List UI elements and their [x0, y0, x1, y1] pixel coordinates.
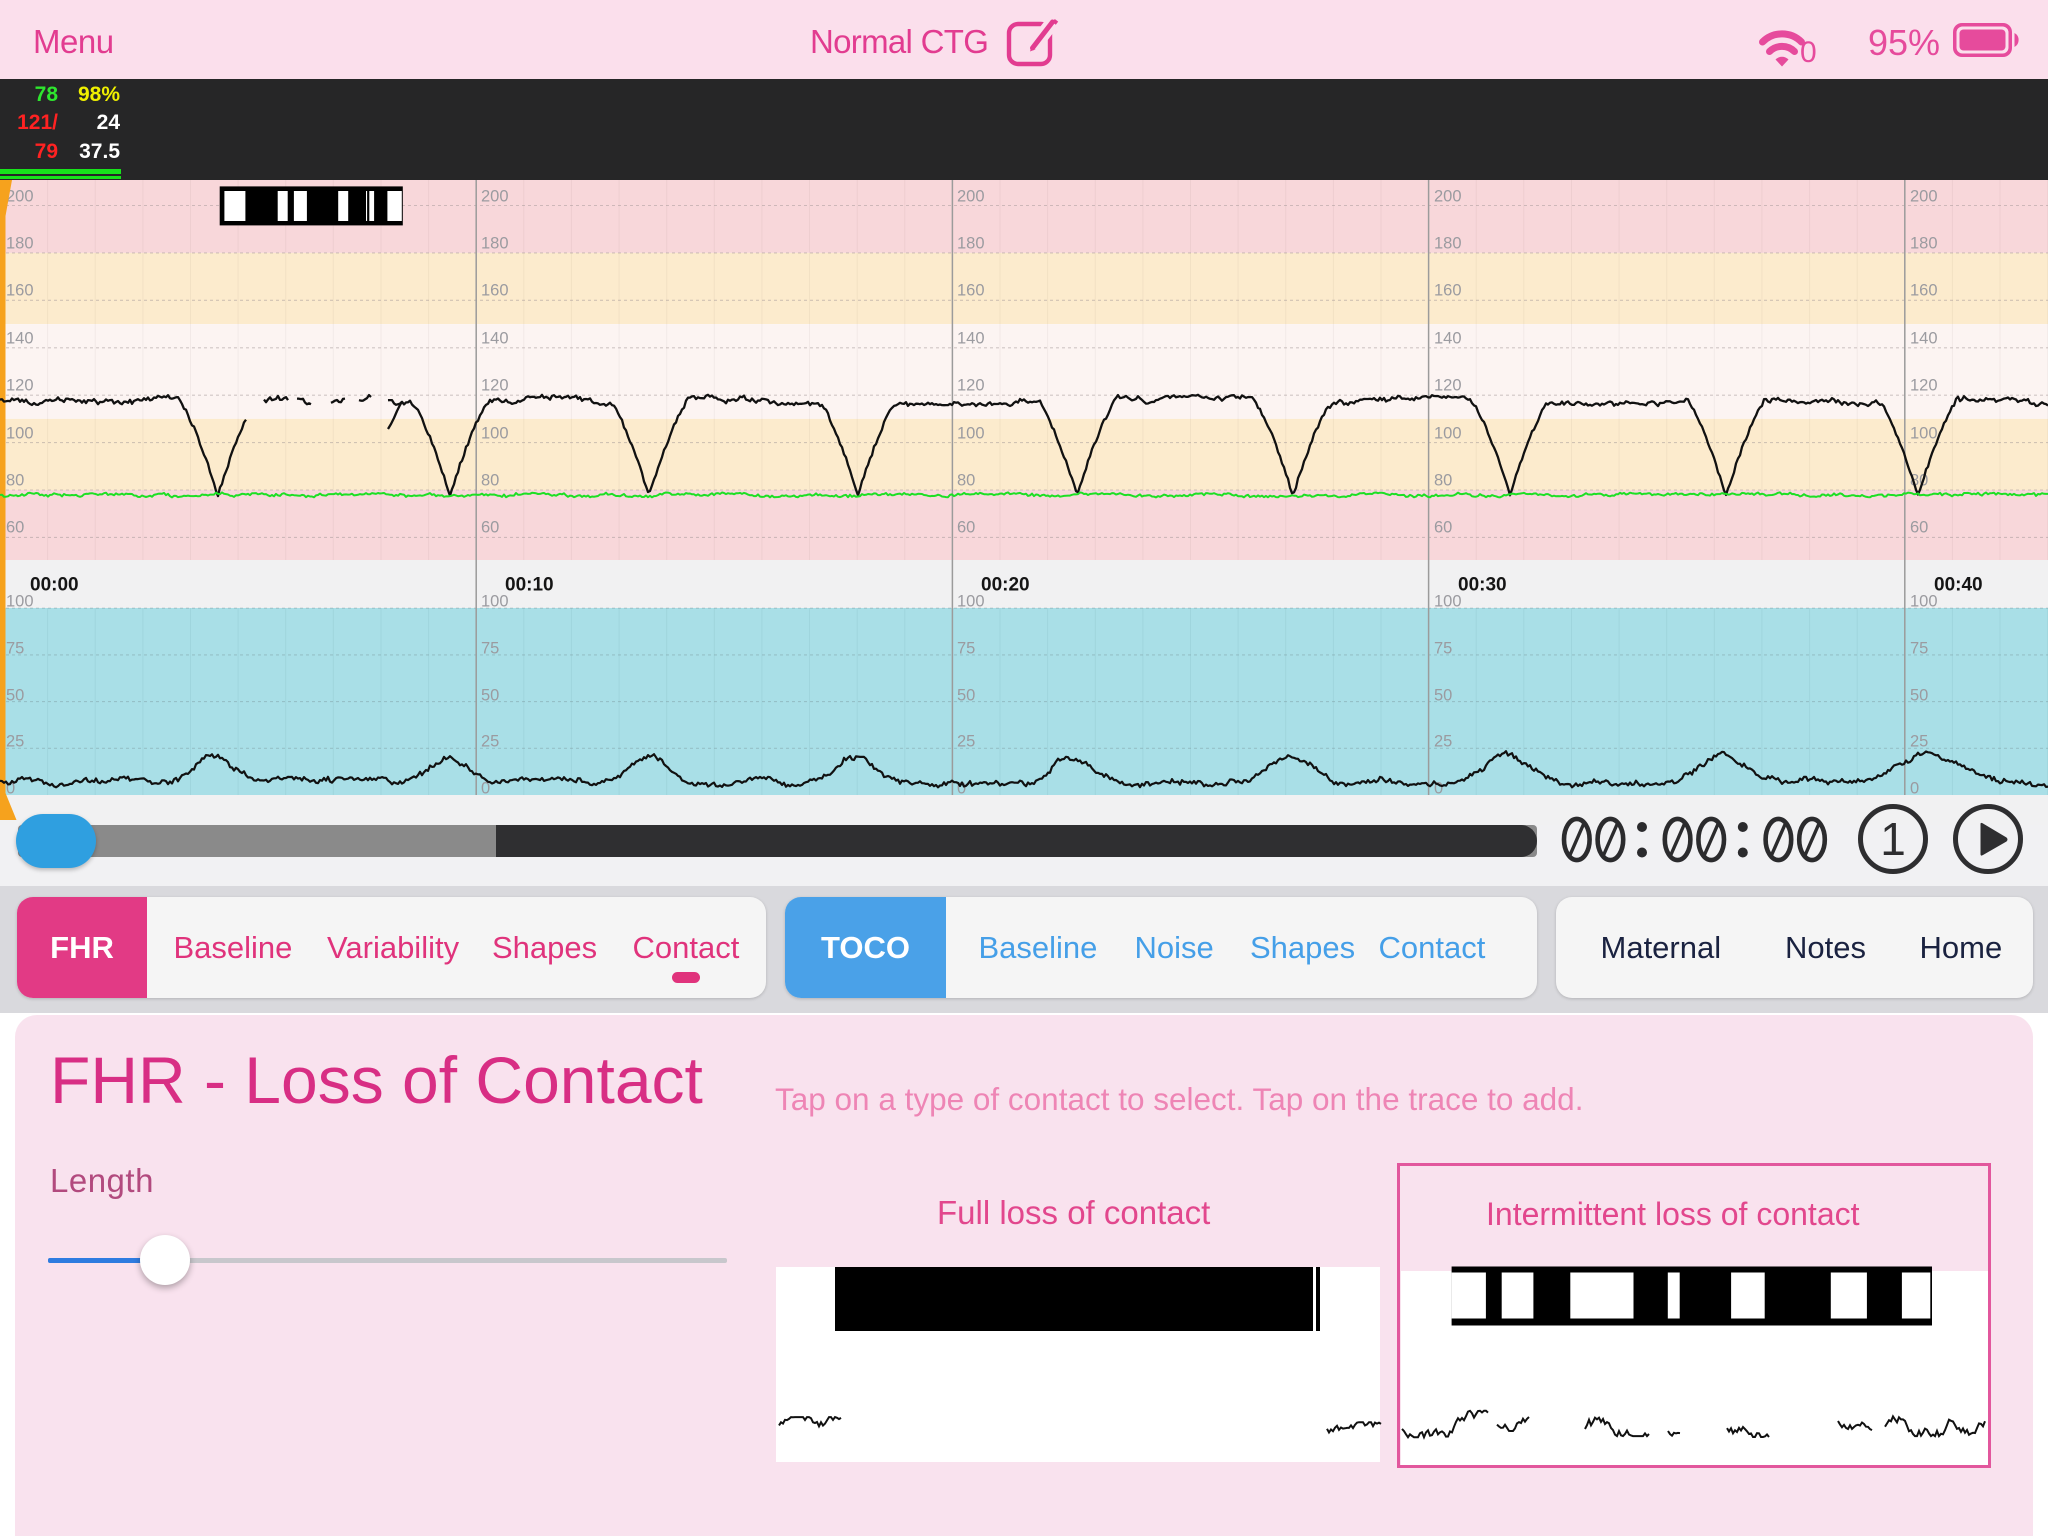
svg-text:120: 120 [957, 376, 985, 394]
svg-text:80: 80 [957, 471, 975, 489]
svg-text:160: 160 [957, 281, 985, 299]
svg-text:100: 100 [1910, 592, 1938, 610]
svg-text:25: 25 [957, 732, 975, 750]
svg-text:50: 50 [1434, 686, 1452, 704]
svg-text:00:40: 00:40 [1934, 575, 1983, 596]
svg-text:140: 140 [1910, 329, 1938, 347]
svg-text:60: 60 [481, 518, 499, 536]
svg-text:25: 25 [6, 732, 24, 750]
svg-text:120: 120 [6, 376, 34, 394]
svg-text:180: 180 [481, 234, 509, 252]
svg-text:00:20: 00:20 [981, 575, 1030, 596]
svg-text:0: 0 [1910, 779, 1919, 797]
svg-text:200: 200 [1910, 187, 1938, 205]
svg-text:100: 100 [1910, 424, 1938, 442]
svg-text:0: 0 [481, 779, 490, 797]
svg-text:00:30: 00:30 [1458, 575, 1507, 596]
svg-text:25: 25 [1434, 732, 1452, 750]
svg-text:80: 80 [1434, 471, 1452, 489]
svg-text:160: 160 [1910, 281, 1938, 299]
svg-text:160: 160 [6, 281, 34, 299]
svg-text:1: 1 [1880, 813, 1906, 865]
svg-text:60: 60 [1910, 518, 1928, 536]
svg-text:80: 80 [481, 471, 499, 489]
svg-text:200: 200 [1434, 187, 1462, 205]
svg-text:160: 160 [1434, 281, 1462, 299]
svg-text:100: 100 [481, 592, 509, 610]
svg-text:140: 140 [6, 329, 34, 347]
svg-text:140: 140 [1434, 329, 1462, 347]
svg-text:200: 200 [957, 187, 985, 205]
svg-text:0: 0 [957, 779, 966, 797]
svg-text:75: 75 [481, 639, 499, 657]
svg-text:180: 180 [957, 234, 985, 252]
svg-text:100: 100 [6, 424, 34, 442]
svg-text:160: 160 [481, 281, 509, 299]
svg-text:80: 80 [6, 471, 24, 489]
svg-text:25: 25 [1910, 732, 1928, 750]
svg-text:100: 100 [1434, 592, 1462, 610]
svg-text:100: 100 [957, 592, 985, 610]
svg-text:60: 60 [957, 518, 975, 536]
svg-text:50: 50 [1910, 686, 1928, 704]
svg-text:60: 60 [6, 518, 24, 536]
svg-text:100: 100 [481, 424, 509, 442]
svg-text:0: 0 [1434, 779, 1443, 797]
svg-text:0: 0 [6, 779, 15, 797]
svg-text:100: 100 [1434, 424, 1462, 442]
svg-text:180: 180 [1910, 234, 1938, 252]
svg-text:200: 200 [6, 187, 34, 205]
svg-text:00:00: 00:00 [30, 575, 79, 596]
svg-text:120: 120 [481, 376, 509, 394]
svg-text:140: 140 [481, 329, 509, 347]
svg-text:75: 75 [1910, 639, 1928, 657]
svg-text:100: 100 [6, 592, 34, 610]
svg-text:120: 120 [1910, 376, 1938, 394]
svg-text:60: 60 [1434, 518, 1452, 536]
svg-text:180: 180 [1434, 234, 1462, 252]
svg-text:75: 75 [957, 639, 975, 657]
svg-text:75: 75 [1434, 639, 1452, 657]
svg-text:100: 100 [957, 424, 985, 442]
svg-text:00:10: 00:10 [505, 575, 554, 596]
svg-text:140: 140 [957, 329, 985, 347]
svg-text:200: 200 [481, 187, 509, 205]
svg-text:75: 75 [6, 639, 24, 657]
svg-text:50: 50 [481, 686, 499, 704]
svg-text:50: 50 [957, 686, 975, 704]
svg-text:50: 50 [6, 686, 24, 704]
svg-text:180: 180 [6, 234, 34, 252]
svg-text:120: 120 [1434, 376, 1462, 394]
svg-text:25: 25 [481, 732, 499, 750]
